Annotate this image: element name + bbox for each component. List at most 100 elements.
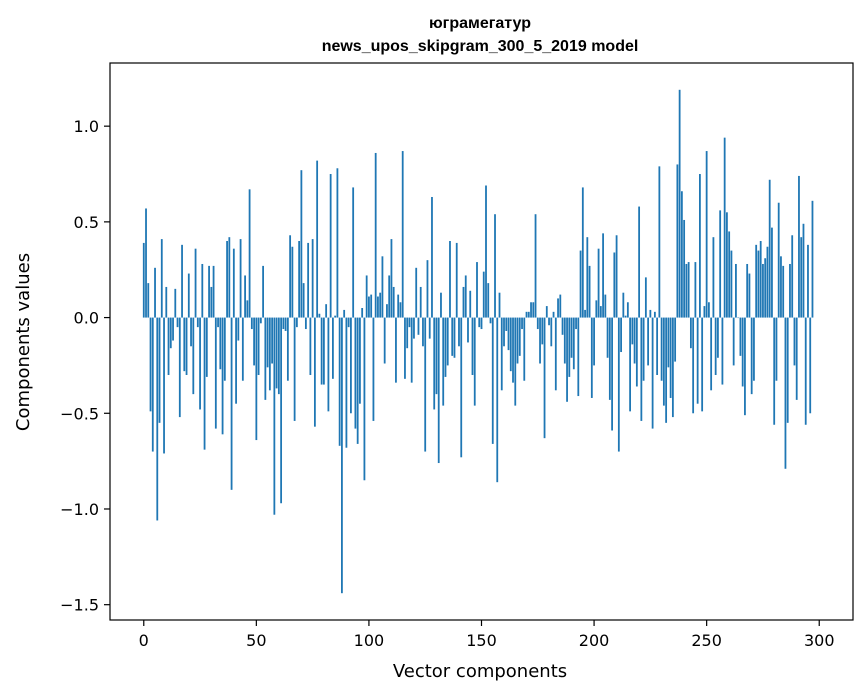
y-tick-label: 1.0: [74, 117, 99, 136]
bar-122: [417, 317, 420, 335]
bar-125: [424, 317, 427, 452]
bar-29: [208, 265, 210, 318]
bar-230: [660, 317, 663, 381]
bar-68: [295, 317, 298, 328]
bar-145: [469, 290, 472, 318]
bar-78: [318, 313, 321, 318]
bar-133: [442, 317, 445, 406]
bar-155: [491, 317, 494, 444]
bar-127: [428, 317, 431, 339]
bar-28: [205, 317, 208, 377]
x-axis: 0 50 100 150 200 250 300: [139, 620, 835, 650]
bar-254: [714, 317, 717, 375]
bar-292: [800, 237, 803, 318]
bar-124: [422, 317, 424, 347]
bar-162: [507, 317, 510, 351]
bar-188: [566, 317, 568, 402]
bar-263: [735, 263, 737, 318]
bar-119: [410, 317, 413, 383]
bar-285: [784, 317, 787, 469]
bar-117: [406, 317, 409, 349]
bar-35: [221, 317, 224, 435]
bar-196: [584, 309, 586, 318]
bar-174: [534, 214, 537, 318]
bar-191: [572, 317, 575, 370]
bar-86: [336, 168, 339, 318]
bar-238: [678, 89, 681, 318]
bar-103: [374, 152, 377, 318]
bar-223: [644, 277, 647, 318]
bar-41: [235, 317, 237, 404]
bar-211: [617, 317, 620, 452]
bar-252: [710, 317, 713, 391]
bar-74: [309, 317, 312, 375]
bar-6: [156, 317, 159, 521]
bar-23: [194, 248, 197, 318]
bar-288: [791, 235, 794, 318]
bar-134: [444, 317, 447, 377]
bar-286: [786, 317, 789, 423]
bar-234: [669, 317, 672, 398]
bar-167: [518, 317, 521, 356]
bar-276: [764, 258, 767, 318]
bar-266: [741, 317, 744, 387]
bar-97: [361, 308, 364, 318]
bar-186: [561, 317, 564, 335]
bar-121: [415, 267, 418, 318]
bar-181: [550, 317, 553, 347]
bar-93: [352, 187, 355, 318]
bar-248: [701, 317, 704, 412]
bar-31: [212, 265, 215, 318]
bar-13: [172, 317, 174, 341]
bar-282: [777, 202, 780, 318]
bar-0: [142, 242, 145, 318]
bar-143: [464, 275, 467, 318]
bar-118: [408, 317, 411, 328]
bar-218: [633, 317, 636, 364]
bar-45: [244, 275, 246, 318]
bar-210: [615, 235, 618, 318]
x-tick-label: 150: [466, 631, 497, 650]
bar-135: [446, 317, 449, 366]
bar-185: [559, 294, 562, 318]
chart-title: юграмегатур: [429, 15, 531, 32]
bar-59: [275, 317, 278, 389]
bar-183: [554, 317, 557, 391]
bar-260: [728, 231, 731, 318]
bar-214: [624, 315, 627, 318]
bar-126: [426, 260, 429, 318]
bar-199: [590, 317, 593, 398]
bar-85: [334, 315, 337, 318]
bar-237: [676, 164, 679, 318]
bar-236: [674, 317, 677, 362]
bar-190: [570, 317, 573, 358]
bar-261: [730, 250, 733, 318]
bar-105: [379, 292, 382, 318]
bar-71: [302, 283, 305, 318]
bar-255: [717, 317, 719, 358]
bar-198: [588, 265, 591, 318]
bar-242: [687, 262, 690, 318]
bar-87: [338, 317, 341, 446]
bar-57: [271, 317, 274, 364]
bar-270: [750, 317, 753, 395]
bar-240: [683, 219, 686, 318]
bar-32: [214, 317, 217, 429]
bar-290: [795, 317, 798, 400]
bar-267: [744, 317, 746, 416]
bar-111: [392, 286, 395, 318]
bar-163: [509, 317, 512, 372]
bar-144: [467, 317, 469, 343]
bar-100: [368, 296, 370, 318]
bar-245: [694, 262, 697, 318]
bar-244: [692, 317, 695, 414]
bar-277: [766, 246, 769, 318]
bar-104: [377, 296, 379, 318]
bar-154: [489, 317, 492, 324]
bar-203: [599, 306, 602, 318]
y-axis: −1.5 −1.0 −0.5 0.0 0.5 1.0: [60, 117, 110, 615]
bar-27: [203, 317, 206, 450]
bar-120: [413, 317, 415, 339]
bar-219: [635, 317, 638, 387]
bar-226: [651, 317, 654, 429]
